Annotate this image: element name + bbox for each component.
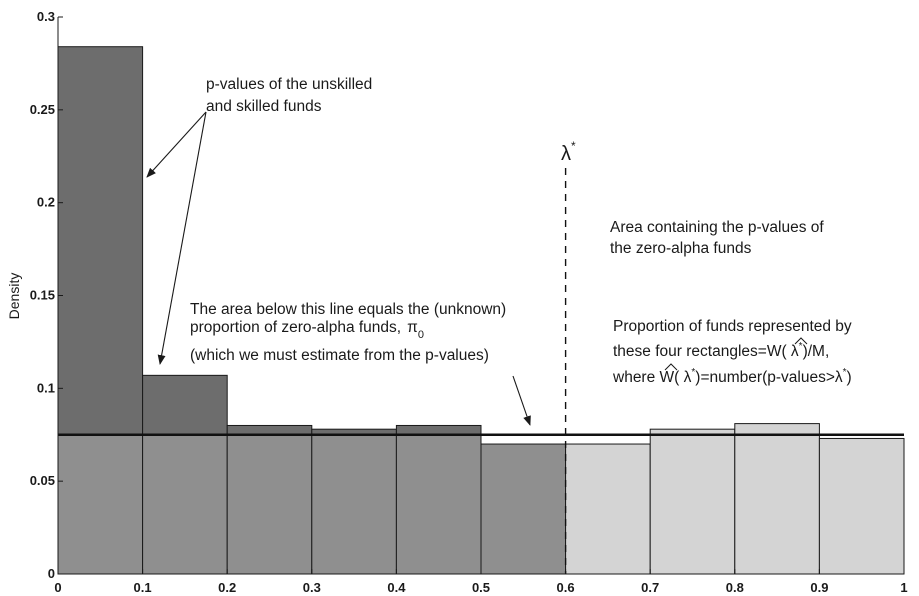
histogram-bars: [57, 46, 905, 575]
histogram-bar: [311, 428, 397, 575]
x-tick-label: 0.7: [641, 580, 659, 595]
histogram-bar: [226, 424, 313, 575]
prop-line3-open: (: [674, 369, 683, 386]
x-tick-label: 1: [900, 580, 907, 595]
x-tick-label: 0.5: [472, 580, 490, 595]
bar-lower-segment: [311, 434, 397, 574]
prop-line3-star: *: [691, 367, 695, 378]
arrow-to-second-bar: [157, 111, 207, 365]
prop-line3-close: ): [847, 369, 852, 386]
bar-rect: [565, 443, 651, 575]
pi-symbol: π: [407, 319, 418, 336]
x-tick-label: 0.3: [303, 580, 321, 595]
bar-upper-segment: [227, 425, 312, 435]
annotation-zero-alpha-line2: the zero-alpha funds: [610, 240, 752, 257]
histogram-bar: [649, 428, 736, 575]
bar-lower-segment: [142, 434, 228, 574]
prop-line3-prefix: where: [612, 369, 660, 386]
prop-line3-lambda: λ: [684, 369, 692, 386]
axes: 0 0.05 0.1 0.15 0.2 0.25 0.3 0 0.1 0.2 0.3 0.4 0.5 0.…: [30, 9, 908, 595]
x-tick-label: 0.2: [218, 580, 236, 595]
annotation-proportion-line1: Proportion of funds represented by: [613, 318, 852, 335]
lambda-star-label: λ*: [561, 139, 576, 165]
annotation-proportion-line2: these four rectangles=W( λ*)/M,: [613, 341, 829, 360]
x-tick-label: 0.1: [134, 580, 152, 595]
annotation-area-below-line2-text: proportion of zero-alpha funds,: [190, 319, 401, 336]
x-tick-label: 0.6: [557, 580, 575, 595]
bar-rect: [734, 423, 820, 575]
annotation-area-below-line2: proportion of zero-alpha funds, π0: [190, 319, 424, 341]
arrow-to-pi0-line: [512, 375, 531, 426]
y-tick-label: 0.25: [30, 102, 55, 117]
prop-line3-star2: *: [843, 367, 847, 378]
histogram-bar: [57, 46, 144, 575]
reference-lines: [58, 168, 904, 574]
w-hat-accent: [794, 337, 808, 345]
histogram-bar: [395, 424, 482, 575]
pi-subscript: 0: [418, 329, 424, 341]
w-hat-symbol-2: W: [660, 369, 675, 386]
w-hat-symbol: W: [767, 343, 782, 360]
x-tick-label: 0.8: [726, 580, 744, 595]
lambda-symbol: λ: [561, 143, 571, 165]
annotation-area-below-line3: (which we must estimate from the p-value…: [190, 347, 489, 364]
bar-upper-segment: [311, 429, 397, 435]
bar-lower-segment: [396, 434, 481, 574]
bar-lower-segment: [481, 444, 566, 574]
prop-line2-lambda: λ: [791, 343, 799, 360]
annotation-skilled-line1: p-values of the unskilled: [206, 76, 372, 93]
x-tick-label: 0: [54, 580, 61, 595]
annotation-skilled-line2: and skilled funds: [206, 98, 322, 115]
y-tick-label: 0.15: [30, 288, 55, 303]
arrow-to-first-bar: [146, 111, 207, 178]
histogram-bar: [734, 423, 820, 575]
histogram-bar: [565, 443, 651, 575]
prop-line2-star: *: [799, 341, 803, 352]
prop-line2-open: (: [781, 343, 790, 360]
lambda-star-superscript: *: [571, 139, 576, 153]
y-tick-label: 0.1: [37, 380, 55, 395]
histogram-bar: [818, 437, 905, 575]
x-tick-label: 0.9: [810, 580, 828, 595]
prop-line2-suffix: )/M,: [803, 343, 830, 360]
histogram-bar: [480, 443, 567, 575]
annotation-zero-alpha-line1: Area containing the p-values of: [610, 219, 824, 236]
annotation-proportion-line3: where W( λ*)=number(p-values>λ*): [612, 367, 852, 386]
bar-upper-segment: [142, 375, 228, 435]
bar-upper-segment: [396, 425, 481, 435]
prop-line3-mid: )=number(p-values>: [695, 369, 835, 386]
y-tick-label: 0: [48, 566, 55, 581]
bar-lower-segment: [58, 434, 143, 574]
prop-line3-lambda2: λ: [835, 369, 843, 386]
y-tick-label: 0.3: [37, 9, 55, 24]
annotation-area-below-line1: The area below this line equals the (unk…: [190, 301, 506, 318]
bar-rect: [649, 428, 736, 575]
w-hat-accent-2: [664, 363, 678, 371]
y-tick-label: 0.2: [37, 195, 55, 210]
x-tick-label: 0.4: [387, 580, 406, 595]
bar-rect: [818, 437, 905, 575]
bar-lower-segment: [227, 434, 312, 574]
y-axis-label: Density: [6, 273, 22, 320]
histogram-bar: [142, 374, 228, 575]
prop-line2-prefix: these four rectangles=: [613, 343, 767, 360]
y-tick-label: 0.05: [30, 473, 55, 488]
bar-upper-segment: [58, 46, 143, 435]
